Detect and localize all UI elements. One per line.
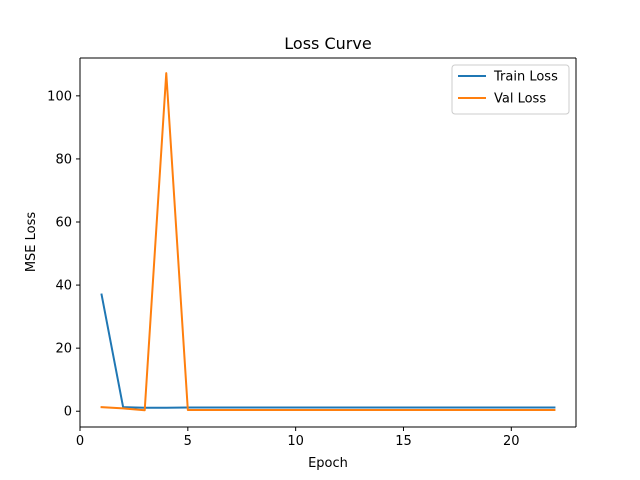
legend-label-train-loss: Train Loss	[493, 70, 558, 85]
x-tick-label: 15	[395, 434, 412, 449]
series-line-val-loss	[100, 72, 556, 412]
x-axis-label: Epoch	[308, 456, 348, 471]
y-axis-label: MSE Loss	[24, 212, 39, 273]
series-line-train-loss	[100, 293, 556, 409]
y-tick-label: 60	[55, 216, 72, 231]
y-tick-label: 20	[55, 342, 72, 357]
y-tick-label: 100	[47, 89, 72, 104]
chart-title: Loss Curve	[284, 34, 371, 53]
legend-box	[451, 64, 570, 115]
legend: Train Loss Val Loss	[451, 64, 570, 115]
x-tick-label: 10	[287, 434, 304, 449]
y-tick-label: 0	[64, 405, 72, 420]
y-tick-label: 40	[55, 279, 72, 294]
plot-area: 0 5 10 15 20 0 20 40 60 80 100 Train Loss Val Loss	[47, 57, 577, 449]
x-tick-label: 20	[503, 434, 520, 449]
x-tick-label: 0	[76, 434, 84, 449]
x-tick-label: 5	[184, 434, 192, 449]
legend-label-val-loss: Val Loss	[494, 92, 546, 107]
y-tick-label: 80	[55, 152, 72, 167]
